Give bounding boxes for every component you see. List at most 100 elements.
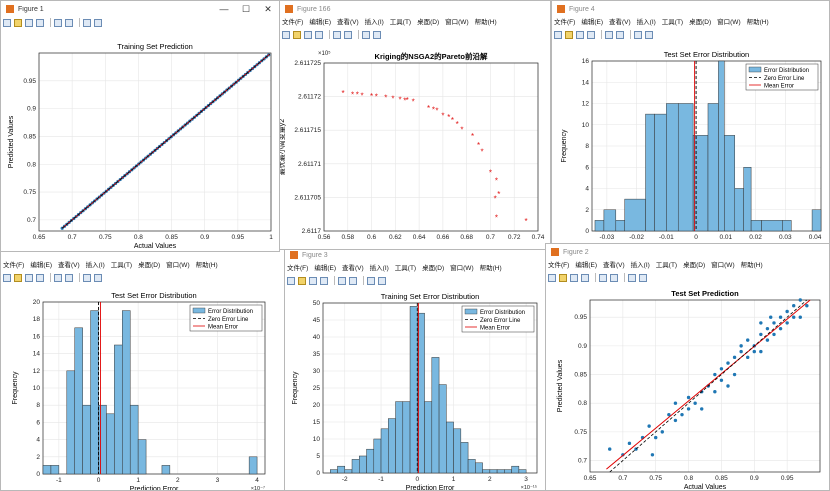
save-icon[interactable] (25, 273, 33, 282)
legend-icon[interactable] (344, 30, 352, 39)
figure1-window[interactable]: Figure 1 — ☐ ✕ 0.65 0.7 0.75 0.8 0.85 0.9 0.95 1 0… (0, 0, 280, 252)
menu-item-6[interactable]: 窗口(W) (166, 262, 190, 269)
menu-item-7[interactable]: 帮助(H) (746, 19, 769, 26)
menu-item-6[interactable]: 窗口(W) (445, 19, 469, 26)
open-icon[interactable] (293, 30, 301, 39)
print-icon[interactable] (581, 273, 589, 282)
close-button[interactable]: ✕ (264, 4, 272, 14)
figure166-titlebar[interactable]: Figure 166 (280, 1, 550, 17)
menu-item-2[interactable]: 查看(V) (57, 262, 80, 269)
menu-item-6[interactable]: 窗口(W) (717, 19, 741, 26)
legend-icon[interactable] (610, 273, 618, 282)
menu-item-3[interactable]: 插入(I) (85, 262, 105, 269)
print-icon[interactable] (587, 30, 595, 39)
arrow-icon[interactable] (634, 30, 642, 39)
data-cursor-icon[interactable] (338, 276, 346, 285)
open-icon[interactable] (559, 273, 567, 282)
menu-item-1[interactable]: 编辑(E) (581, 19, 603, 26)
menu-item-6[interactable]: 窗口(W) (711, 262, 735, 269)
figure3-window[interactable]: Figure 3 文件(F) 编辑(E) 查看(V) 插入(I) 工具(T) 桌面(D) 窗… (284, 246, 547, 491)
menu-item-7[interactable]: 帮助(H) (474, 19, 497, 26)
menu-item-4[interactable]: 工具(T) (394, 265, 417, 272)
figure1-titlebar[interactable]: Figure 1 — ☐ ✕ (1, 1, 279, 17)
legend-icon[interactable] (349, 276, 357, 285)
menu-item-3[interactable]: 插入(I) (630, 262, 650, 269)
menu-item-5[interactable]: 桌面(D) (417, 19, 440, 26)
save-icon[interactable] (309, 276, 317, 285)
menu-item-0[interactable]: 文件(F) (282, 19, 304, 26)
arrow-icon[interactable] (83, 273, 91, 282)
rotate-icon[interactable] (378, 276, 386, 285)
menu-item-6[interactable]: 窗口(W) (450, 265, 474, 272)
rotate-icon[interactable] (94, 273, 102, 282)
rotate-icon[interactable] (639, 273, 647, 282)
menu-item-2[interactable]: 查看(V) (608, 19, 631, 26)
menu-item-1[interactable]: 编辑(E) (309, 19, 331, 26)
menu-item-5[interactable]: 桌面(D) (683, 262, 706, 269)
print-icon[interactable] (315, 30, 323, 39)
figure-bottom-left-window[interactable]: 文件(F) 编辑(E) 查看(V) 插入(I) 工具(T) 桌面(D) 窗口(W) 帮助(H)… (0, 249, 285, 491)
new-icon[interactable] (282, 30, 290, 39)
menu-item-2[interactable]: 查看(V) (341, 265, 364, 272)
figure4-window[interactable]: Figure 4 文件(F) 编辑(E) 查看(V) 插入(I) 工具(T) 桌面(D) 窗… (551, 0, 830, 250)
menu-item-0[interactable]: 文件(F) (554, 19, 576, 26)
menu-item-1[interactable]: 编辑(E) (575, 262, 597, 269)
menu-item-2[interactable]: 查看(V) (602, 262, 625, 269)
menu-item-0[interactable]: 文件(F) (3, 262, 25, 269)
menu-item-7[interactable]: 帮助(H) (195, 262, 218, 269)
menu-item-3[interactable]: 插入(I) (636, 19, 656, 26)
legend-icon[interactable] (616, 30, 624, 39)
menu-item-7[interactable]: 帮助(H) (740, 262, 763, 269)
menu-item-0[interactable]: 文件(F) (548, 262, 570, 269)
arrow-icon[interactable] (362, 30, 370, 39)
save-icon[interactable] (25, 18, 33, 27)
print-icon[interactable] (320, 276, 328, 285)
figure2-titlebar[interactable]: Figure 2 (546, 244, 829, 260)
menu-item-4[interactable]: 工具(T) (110, 262, 133, 269)
open-icon[interactable] (565, 30, 573, 39)
menu-item-4[interactable]: 工具(T) (389, 19, 412, 26)
open-icon[interactable] (298, 276, 306, 285)
figure2-window[interactable]: Figure 2 文件(F) 编辑(E) 查看(V) 插入(I) 工具(T) 桌面(D) 窗… (545, 243, 830, 491)
data-cursor-icon[interactable] (605, 30, 613, 39)
new-icon[interactable] (287, 276, 295, 285)
maximize-button[interactable]: ☐ (241, 4, 251, 14)
new-icon[interactable] (548, 273, 556, 282)
open-icon[interactable] (14, 273, 22, 282)
menu-item-1[interactable]: 编辑(E) (30, 262, 52, 269)
new-icon[interactable] (554, 30, 562, 39)
arrow-icon[interactable] (367, 276, 375, 285)
menu-item-4[interactable]: 工具(T) (655, 262, 678, 269)
new-icon[interactable] (3, 273, 11, 282)
data-cursor-icon[interactable] (54, 18, 62, 27)
data-cursor-icon[interactable] (54, 273, 62, 282)
data-cursor-icon[interactable] (333, 30, 341, 39)
print-icon[interactable] (36, 273, 44, 282)
rotate-icon[interactable] (373, 30, 381, 39)
data-cursor-icon[interactable] (599, 273, 607, 282)
figure3-titlebar[interactable]: Figure 3 (285, 247, 546, 263)
arrow-icon[interactable] (83, 18, 91, 27)
legend-icon[interactable] (65, 273, 73, 282)
menu-item-3[interactable]: 插入(I) (364, 19, 384, 26)
menu-item-2[interactable]: 查看(V) (336, 19, 359, 26)
menu-item-5[interactable]: 桌面(D) (689, 19, 712, 26)
open-icon[interactable] (14, 18, 22, 27)
save-icon[interactable] (576, 30, 584, 39)
new-icon[interactable] (3, 18, 11, 27)
menu-item-3[interactable]: 插入(I) (369, 265, 389, 272)
save-icon[interactable] (570, 273, 578, 282)
print-icon[interactable] (36, 18, 44, 27)
figure166-window[interactable]: Figure 166 文件(F) 编辑(E) 查看(V) 插入(I) 工具(T) 桌面(D… (279, 0, 551, 250)
menu-item-4[interactable]: 工具(T) (661, 19, 684, 26)
arrow-icon[interactable] (628, 273, 636, 282)
minimize-button[interactable]: — (219, 4, 229, 14)
menu-item-0[interactable]: 文件(F) (287, 265, 309, 272)
menu-item-7[interactable]: 帮助(H) (479, 265, 502, 272)
figure4-titlebar[interactable]: Figure 4 (552, 1, 829, 17)
legend-icon[interactable] (65, 18, 73, 27)
menu-item-5[interactable]: 桌面(D) (138, 262, 161, 269)
menu-item-5[interactable]: 桌面(D) (422, 265, 445, 272)
rotate-icon[interactable] (94, 18, 102, 27)
save-icon[interactable] (304, 30, 312, 39)
